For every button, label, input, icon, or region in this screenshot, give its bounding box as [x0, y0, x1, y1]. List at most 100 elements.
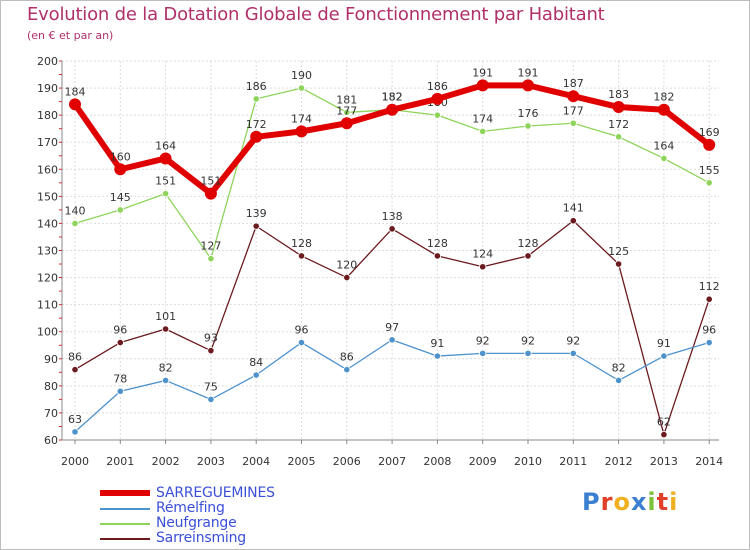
data-label: 92	[476, 334, 490, 347]
x-tick-label: 2010	[514, 455, 542, 468]
x-tick-label: 2003	[197, 455, 225, 468]
x-tick-label: 2009	[469, 455, 497, 468]
data-point	[162, 325, 170, 333]
data-point	[116, 387, 124, 395]
legend-swatch	[100, 523, 150, 525]
data-point	[71, 366, 79, 374]
data-label: 174	[472, 112, 493, 125]
data-point	[524, 122, 532, 130]
legend-label: SARREGUEMINES	[156, 485, 275, 501]
chart-subtitle: (en € et par an)	[27, 29, 114, 42]
data-label: 177	[336, 104, 357, 117]
data-label: 141	[563, 202, 584, 215]
data-label: 151	[200, 175, 221, 188]
data-label: 184	[65, 85, 86, 98]
data-label: 191	[472, 66, 493, 79]
data-point	[476, 79, 489, 92]
data-label: 82	[159, 361, 173, 374]
data-point	[569, 349, 577, 357]
legend-item-neufgrange: Neufgrange	[100, 515, 360, 532]
logo-letter: P	[582, 488, 601, 516]
data-label: 151	[155, 175, 176, 188]
data-label: 128	[518, 237, 539, 250]
data-label: 128	[427, 237, 448, 250]
data-point	[114, 163, 127, 176]
logo-letter: i	[669, 488, 679, 516]
y-tick-label: 170	[37, 136, 58, 149]
data-label: 140	[65, 204, 86, 217]
data-point	[343, 273, 351, 282]
data-point	[297, 252, 306, 260]
data-label: 97	[385, 321, 399, 334]
data-label: 176	[518, 107, 539, 120]
data-label: 96	[295, 324, 309, 337]
data-point	[614, 260, 623, 268]
data-point	[340, 117, 353, 130]
data-label: 91	[430, 337, 444, 350]
y-tick-label: 60	[44, 434, 58, 447]
data-label: 182	[382, 91, 403, 104]
data-point	[252, 222, 260, 230]
y-tick-label: 140	[37, 217, 58, 230]
data-label: 124	[472, 248, 493, 261]
data-point	[207, 347, 215, 355]
data-point	[522, 79, 534, 92]
y-tick-label: 100	[37, 326, 58, 339]
data-point	[569, 119, 577, 127]
data-point	[524, 349, 532, 357]
logo-letter: t	[656, 488, 670, 516]
legend-swatch	[100, 490, 150, 496]
x-tick-label: 2005	[288, 455, 316, 468]
data-label: 172	[246, 118, 267, 131]
data-label: 186	[246, 80, 267, 93]
x-tick-label: 2012	[605, 455, 633, 468]
data-label: 155	[699, 164, 720, 177]
logo-letter: x	[630, 488, 648, 516]
data-label: 183	[608, 88, 629, 101]
data-point	[116, 338, 124, 347]
data-label: 75	[204, 380, 218, 393]
data-label: 128	[291, 237, 312, 250]
data-label: 93	[204, 332, 218, 345]
chart-title: Evolution de la Dotation Globale de Fonc…	[27, 4, 605, 25]
y-tick-label: 150	[37, 190, 58, 203]
data-point	[705, 295, 713, 303]
data-label: 191	[518, 66, 539, 79]
data-point	[295, 125, 308, 138]
legend-item-sarreinsming: Sarreinsming	[100, 530, 360, 547]
y-tick-label: 200	[37, 55, 58, 68]
logo-letter: o	[613, 488, 631, 516]
data-label: 96	[702, 324, 716, 337]
x-tick-label: 2014	[695, 455, 723, 468]
data-point	[204, 187, 217, 200]
data-point	[479, 263, 487, 271]
data-label: 84	[249, 356, 263, 369]
data-point	[433, 111, 441, 119]
y-tick-label: 70	[44, 407, 58, 420]
data-point	[567, 90, 580, 103]
data-point	[569, 217, 577, 225]
data-label: 164	[653, 139, 674, 152]
data-point	[431, 92, 444, 105]
data-point	[479, 127, 487, 135]
data-label: 172	[608, 118, 629, 131]
x-tick-label: 2002	[152, 455, 180, 468]
legend-swatch	[100, 538, 150, 540]
data-point	[159, 152, 172, 165]
data-point	[388, 336, 396, 344]
data-point	[705, 179, 713, 187]
data-label: 86	[340, 351, 354, 364]
data-point	[660, 430, 668, 439]
data-point	[297, 84, 306, 92]
data-point	[250, 130, 263, 143]
x-tick-label: 2011	[559, 455, 587, 468]
data-point	[614, 133, 623, 141]
data-label: 120	[336, 259, 357, 272]
data-label: 177	[563, 104, 584, 117]
data-label: 182	[653, 91, 674, 104]
y-tick-label: 160	[37, 163, 58, 176]
x-tick-label: 2013	[650, 455, 678, 468]
data-label: 125	[608, 245, 629, 258]
legend-label: Neufgrange	[156, 515, 237, 531]
